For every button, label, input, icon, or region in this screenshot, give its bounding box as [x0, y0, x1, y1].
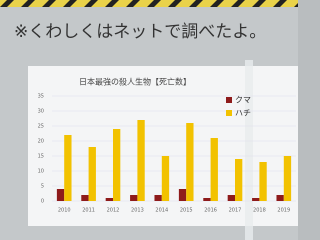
bar [64, 135, 71, 201]
y-tick-label: 10 [38, 169, 44, 175]
y-tick-label: 5 [41, 184, 44, 190]
y-tick-label: 15 [38, 154, 44, 160]
bar [276, 195, 283, 201]
bar [130, 195, 137, 201]
bar [186, 123, 193, 201]
x-tick-label: 2013 [131, 208, 144, 214]
legend-label: クマ [235, 96, 251, 105]
bar [137, 120, 144, 201]
legend-label: ハチ [235, 109, 251, 118]
bar [179, 189, 186, 201]
bar [57, 189, 64, 201]
x-tick-label: 2014 [155, 208, 168, 214]
y-tick-label: 25 [38, 124, 44, 130]
x-tick-label: 2016 [204, 208, 217, 214]
handwritten-note: ※くわしくはネットで調べたよ。 [14, 22, 266, 42]
bar [113, 129, 120, 201]
bar [211, 138, 218, 201]
x-tick-label: 2018 [253, 208, 266, 214]
warning-tape [0, 0, 298, 7]
x-tick-label: 2012 [107, 208, 120, 214]
x-tick-label: 2015 [180, 208, 193, 214]
y-tick-label: 20 [38, 139, 44, 145]
bar [81, 195, 88, 201]
sheet-edge [245, 60, 253, 240]
bar [154, 195, 161, 201]
bar [284, 156, 291, 201]
bar [259, 162, 266, 201]
bar [203, 198, 210, 201]
legend-swatch [226, 110, 232, 116]
bar [89, 147, 96, 201]
bar [106, 198, 113, 201]
x-tick-label: 2019 [277, 208, 290, 214]
x-tick-label: 2010 [58, 208, 71, 214]
y-tick-label: 30 [38, 109, 44, 115]
x-tick-label: 2017 [229, 208, 242, 214]
y-tick-label: 0 [41, 199, 44, 205]
bar [252, 198, 259, 201]
y-tick-label: 35 [38, 94, 44, 100]
chart-title: 日本最強の殺人生物【死亡数】 [79, 77, 191, 87]
bar [162, 156, 169, 201]
bar [228, 195, 235, 201]
bar [235, 159, 242, 201]
x-tick-label: 2011 [82, 208, 95, 214]
photo: ※くわしくはネットで調べたよ。 日本最強の殺人生物【死亡数】 0 5 10 15 20 2… [0, 0, 298, 240]
legend-swatch [226, 97, 232, 103]
